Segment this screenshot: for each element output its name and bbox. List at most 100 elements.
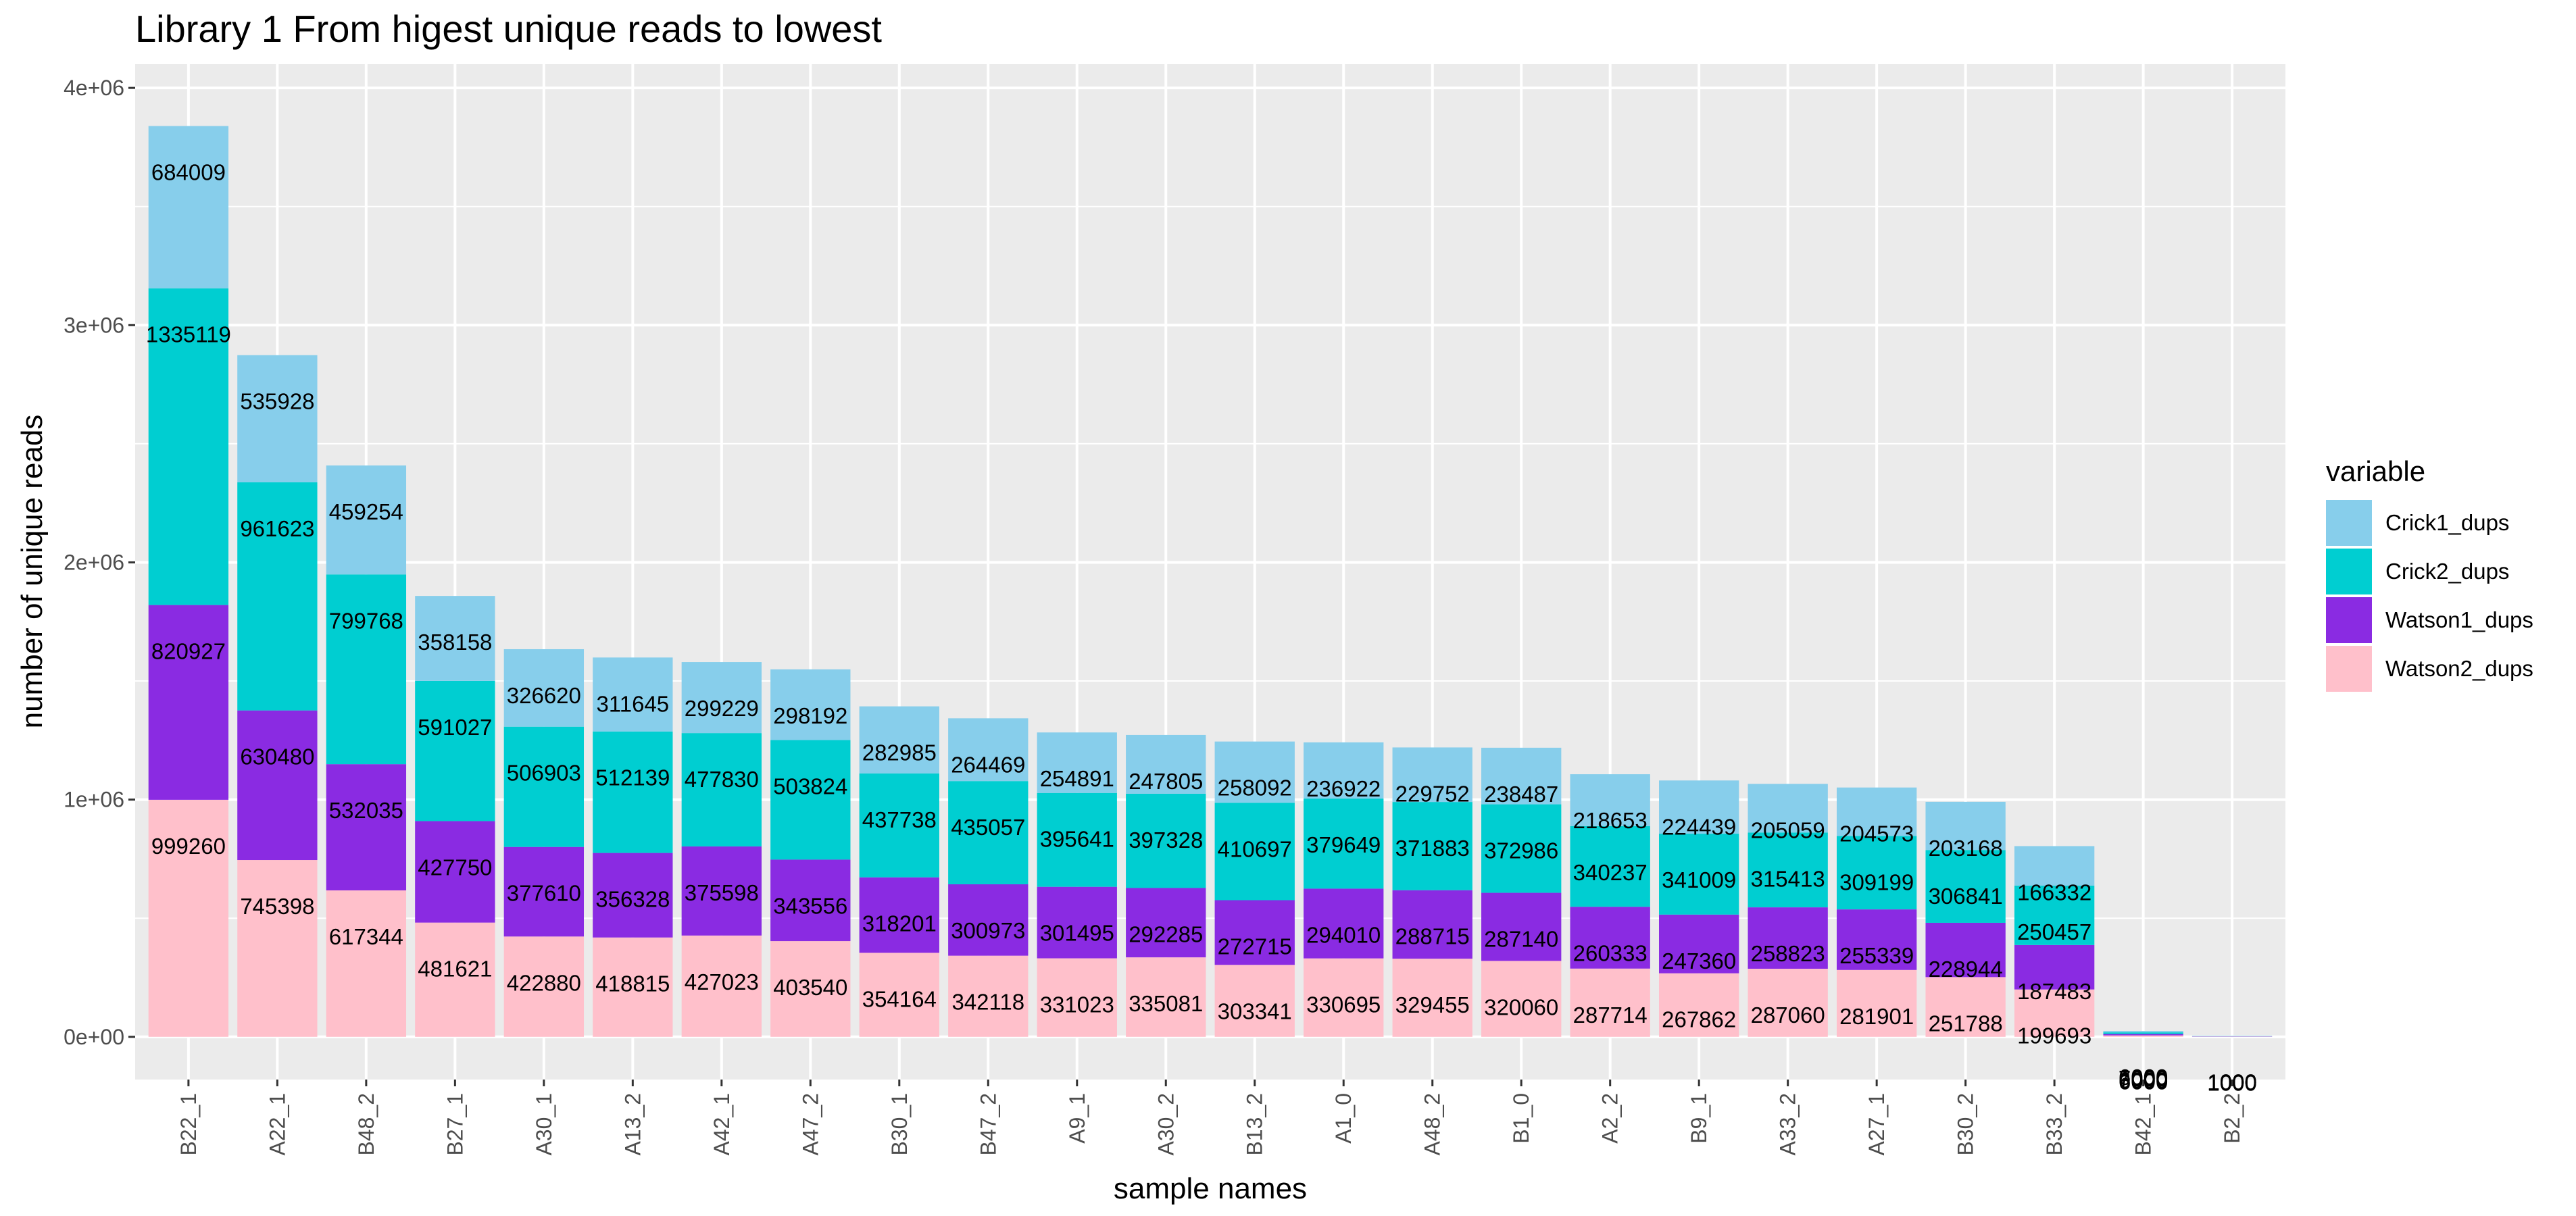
- bar-segment: [1925, 801, 2006, 851]
- data-label: 437738: [862, 807, 937, 832]
- bar-segment: [770, 740, 851, 860]
- data-label: 342118: [951, 990, 1024, 1015]
- bar-segment: [148, 605, 229, 800]
- bar-segment: [1748, 832, 1828, 908]
- data-label: 535928: [240, 389, 314, 414]
- bar-segment: [1925, 922, 2006, 978]
- data-label: 341009: [1662, 867, 1736, 892]
- bar-segment: [1392, 802, 1472, 890]
- bar-segment: [593, 657, 673, 732]
- bar-segment: [681, 733, 762, 846]
- data-label: 272715: [1218, 934, 1292, 959]
- bar-segment: [1748, 784, 1828, 833]
- data-label: 684009: [151, 160, 226, 185]
- x-tick-label: A42_1: [710, 1093, 734, 1156]
- bar-segment: [2103, 1031, 2183, 1033]
- data-label: 264469: [951, 752, 1025, 777]
- data-label: 318201: [862, 911, 937, 936]
- bar-segment: [503, 649, 585, 727]
- x-axis-ticks: B22_1 A22_1 B48_2 B27_1 A30_1 A13_2 A42_1 A47_2…: [176, 1080, 2244, 1156]
- x-axis-title: sample names: [1114, 1172, 1307, 1205]
- x-tick-label: A13_2: [620, 1093, 645, 1156]
- legend-key: [2326, 597, 2372, 643]
- x-tick-label: A30_1: [532, 1093, 556, 1156]
- bar-segment: [1037, 732, 1117, 793]
- data-label: 395641: [1040, 827, 1114, 852]
- bar-segment: [1214, 741, 1295, 803]
- legend: variable Crick1_dups Crick2_dups Watson1_d…: [2326, 455, 2533, 692]
- bar-segment: [948, 781, 1029, 884]
- bar-segment: [148, 126, 229, 288]
- bar-segment: [593, 853, 673, 938]
- data-label: 435057: [951, 815, 1025, 840]
- data-label: 288715: [1395, 924, 1470, 949]
- bar-segment: [1836, 787, 1917, 836]
- data-label: 229752: [1395, 781, 1470, 806]
- chart-title: Library 1 From higest unique reads to lo…: [135, 7, 882, 50]
- data-label: 591027: [418, 715, 492, 740]
- x-tick-label: B1_0: [1509, 1093, 1533, 1144]
- data-label: 999260: [151, 834, 226, 859]
- data-label: 427023: [685, 969, 759, 994]
- bar-segment: [1925, 977, 2006, 1037]
- data-label: 228944: [1929, 957, 2003, 982]
- bar-segment: [1659, 914, 1739, 973]
- x-tick-label: B48_2: [354, 1093, 378, 1156]
- bar-segment: [2014, 885, 2095, 945]
- bar-segment: [1836, 836, 1917, 910]
- data-label: 205059: [1751, 817, 1825, 842]
- data-label: 299229: [685, 696, 759, 721]
- bar-segment: [1836, 969, 1917, 1037]
- data-label: 358158: [418, 630, 492, 655]
- bar-segment: [1392, 747, 1472, 803]
- data-label: 372986: [1484, 838, 1558, 863]
- data-label: 315413: [1751, 866, 1825, 891]
- data-label: 340237: [1573, 860, 1648, 885]
- x-tick-label: B22_1: [176, 1093, 201, 1156]
- bar-segment: [1126, 888, 1206, 958]
- data-label: 331023: [1040, 992, 1114, 1017]
- legend-key: [2326, 646, 2372, 692]
- bar-segment: [770, 941, 851, 1037]
- bar-segment: [1659, 780, 1739, 834]
- bar-labels: 999260 820927 1335119 684009 745398 630480 961…: [146, 160, 2257, 1096]
- data-label: 236922: [1306, 776, 1381, 801]
- bar-segment: [1481, 804, 1562, 893]
- data-label: 267862: [1662, 1007, 1736, 1032]
- bar-segment: [1481, 961, 1562, 1037]
- x-tick-label: A9_1: [1065, 1093, 1089, 1144]
- data-label: 427750: [418, 855, 492, 880]
- y-tick-label: 2e+06: [64, 550, 124, 574]
- bar-segment: [1126, 734, 1206, 794]
- bar-segment: [415, 821, 495, 923]
- bar-segment: [1037, 958, 1117, 1037]
- data-label: 330695: [1306, 992, 1381, 1017]
- data-label: 255339: [1839, 943, 1914, 968]
- data-label: 251788: [1929, 1011, 2003, 1036]
- bar-segment: [1570, 826, 1650, 907]
- data-label: 224439: [1662, 814, 1736, 839]
- data-label: 287060: [1751, 1003, 1825, 1028]
- bar-segment: [948, 884, 1029, 956]
- bar-segment: [1304, 888, 1384, 959]
- data-label: 397328: [1129, 828, 1203, 853]
- data-label: 503824: [773, 774, 847, 799]
- bar-segment: [2103, 1032, 2183, 1034]
- bar-segment: [859, 953, 939, 1037]
- data-label: 306841: [1929, 884, 2003, 909]
- bar-segment: [503, 936, 585, 1037]
- data-label: 282985: [862, 740, 937, 765]
- legend-label: Watson1_dups: [2385, 607, 2533, 632]
- bar-segment: [681, 662, 762, 734]
- bar-segment: [326, 465, 407, 575]
- bar-segment: [1570, 774, 1650, 826]
- x-tick-label: A48_2: [1420, 1093, 1445, 1156]
- data-label: 403540: [773, 975, 847, 1000]
- data-label: 218653: [1573, 808, 1648, 833]
- data-label: 532035: [329, 798, 403, 823]
- bar-segment: [2103, 1034, 2183, 1036]
- y-tick-label: 0e+00: [64, 1025, 124, 1049]
- data-label: 247360: [1662, 948, 1736, 973]
- data-label: 799768: [329, 608, 403, 633]
- bar-segment: [148, 288, 229, 605]
